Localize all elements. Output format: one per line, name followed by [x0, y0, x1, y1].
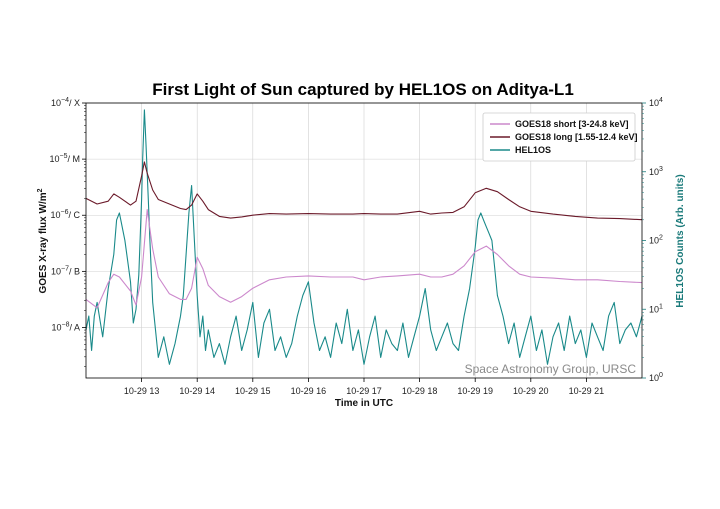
y-left-tick-exp: −5 [60, 153, 68, 160]
y-left-tick-suffix: / A [69, 322, 80, 332]
x-tick-label: 10-29 16 [291, 386, 327, 396]
y-left-tick-exp: −7 [61, 265, 69, 272]
y-left-tick-label: 10−6/ C [50, 209, 80, 220]
y-left-tick-base: 10 [50, 154, 60, 164]
legend-box [482, 112, 636, 162]
y-left-tick-suffix: / X [69, 98, 80, 108]
x-tick-label: 10-29 15 [235, 386, 271, 396]
y-left-tick-base: 10 [50, 210, 60, 220]
y-right-tick-exp: 4 [659, 97, 663, 104]
y-right-tick-exp: 0 [659, 372, 663, 379]
x-tick-label: 10-29 13 [124, 386, 160, 396]
y-left-tick-suffix: / M [68, 154, 81, 164]
y-right-tick-label: 102 [649, 235, 663, 246]
chart-title: First Light of Sun captured by HEL1OS on… [152, 80, 574, 99]
y-right-tick-label: 100 [649, 372, 663, 383]
y-right-tick-label: 103 [649, 166, 663, 177]
y-right-tick-exp: 1 [659, 303, 663, 310]
x-tick-label: 10-29 14 [179, 386, 215, 396]
y-right-tick-base: 10 [649, 304, 659, 314]
series-lines [85, 109, 643, 365]
y-axis-left-label-sup: 2 [37, 188, 44, 192]
y-axis-left-label-text: GOES X-ray flux W/m [38, 192, 49, 293]
x-axis-label: Time in UTC [335, 398, 393, 409]
x-tick-label: 10-29 20 [513, 386, 549, 396]
y-right-tick-base: 10 [649, 373, 659, 383]
legend-entry: GOES18 short [3-24.8 keV] [515, 119, 629, 129]
y-right-tick-label: 101 [649, 303, 663, 314]
series-line-goes-long [85, 161, 643, 221]
y-left-tick-exp: −6 [61, 209, 69, 216]
y-right-tick-label: 104 [649, 97, 663, 108]
y-left-tick-base: 10 [51, 98, 61, 108]
y-right-tick-exp: 3 [659, 166, 663, 173]
x-tick-label: 10-29 18 [402, 386, 438, 396]
y-right-tick-base: 10 [649, 167, 659, 177]
y-axis-left: 10−4/ X10−5/ M10−6/ C10−7/ B10−8/ A [50, 97, 86, 367]
series-line-helios [85, 109, 643, 365]
y-axis-left-label: GOES X-ray flux W/m2 [37, 188, 49, 293]
y-axis-right-label: HEL1OS Counts (Arb. units) [675, 174, 686, 307]
y-left-tick-base: 10 [51, 322, 61, 332]
y-left-tick-label: 10−5/ M [50, 153, 81, 164]
y-left-tick-base: 10 [51, 266, 61, 276]
y-left-tick-suffix: / B [69, 266, 80, 276]
x-tick-label: 10-29 21 [569, 386, 605, 396]
y-left-tick-exp: −8 [62, 321, 70, 328]
x-tick-label: 10-29 19 [457, 386, 493, 396]
y-right-tick-exp: 2 [659, 235, 663, 242]
legend-entry: GOES18 long [1.55-12.4 keV] [515, 132, 638, 142]
series-line-goes-short [85, 209, 643, 309]
x-tick-label: 10-29 17 [346, 386, 382, 396]
y-right-tick-base: 10 [649, 98, 659, 108]
legend-entry: HEL1OS [515, 145, 551, 155]
legend: GOES18 short [3-24.8 keV] GOES18 long [1.… [482, 112, 638, 162]
x-axis: 10-29 13 10-29 14 10-29 15 10-29 16 10-29 17… [124, 378, 604, 396]
y-right-tick-base: 10 [649, 236, 659, 246]
y-left-tick-exp: −4 [61, 97, 69, 104]
y-left-tick-label: 10−4/ X [51, 97, 80, 108]
credit-annotation: Space Astronomy Group, URSC [465, 362, 637, 376]
y-left-tick-label: 10−8/ A [51, 321, 80, 332]
y-left-tick-suffix: / C [68, 210, 80, 220]
y-left-tick-label: 10−7/ B [51, 265, 80, 276]
